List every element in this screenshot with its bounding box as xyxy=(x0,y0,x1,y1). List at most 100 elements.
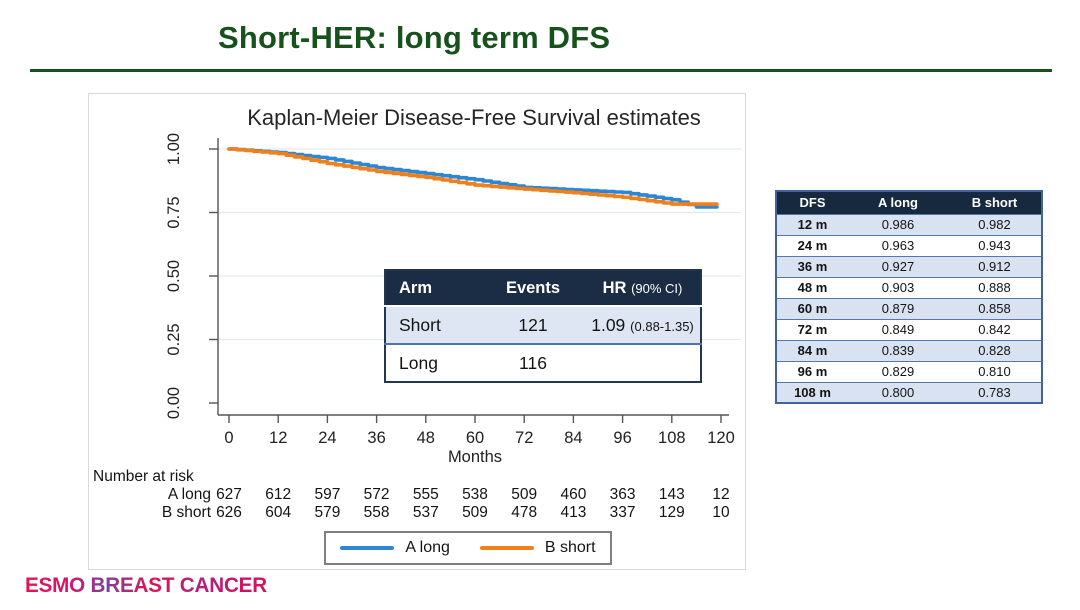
legend-item-a-long: A long xyxy=(340,539,450,557)
dfs-header-a-long: A long xyxy=(848,191,948,214)
risk-value: 626 xyxy=(216,504,242,521)
risk-value: 143 xyxy=(658,486,685,503)
risk-row-label: B short xyxy=(161,504,211,521)
km-figure: 1.00 0.75 0.50 0.25 0.00 0 12 24 36 48 60 72 84 96 108… xyxy=(88,93,746,570)
dfs-table-row: 96 m 0.829 0.810 xyxy=(776,361,1042,382)
dfs-header-dfs: DFS xyxy=(776,191,848,214)
dfs-table-cell: 0.829 xyxy=(881,364,915,379)
risk-value: 558 xyxy=(363,504,390,521)
y-tick-label: 1.00 xyxy=(165,133,183,165)
dfs-table-cell: 0.963 xyxy=(881,238,915,253)
hr-cell-events-short: 121 xyxy=(518,314,548,335)
dfs-table-cell: 72 m xyxy=(797,322,828,337)
x-tick-label: 108 xyxy=(658,429,686,447)
dfs-table-cell: 0.783 xyxy=(978,384,1011,400)
dfs-table-row: 108 m 0.800 0.783 xyxy=(776,382,1042,403)
dfs-table-cell: 36 m xyxy=(797,259,828,274)
x-tick-label: 72 xyxy=(515,429,533,447)
hr-header-ci: (90% CI) xyxy=(631,280,683,296)
dfs-table-cell: 0.858 xyxy=(978,301,1011,316)
x-tick-label: 60 xyxy=(466,429,484,447)
x-tick-label: 96 xyxy=(613,429,631,447)
risk-value: 572 xyxy=(363,486,390,503)
dfs-table-cell: 0.849 xyxy=(881,322,915,337)
legend-line-swatch xyxy=(479,545,534,551)
dfs-table-cell: 0.943 xyxy=(978,238,1011,253)
dfs-table-row: 24 m 0.963 0.943 xyxy=(776,235,1042,256)
dfs-table-cell: 0.839 xyxy=(881,343,915,358)
dfs-table-row: 48 m 0.903 0.888 xyxy=(776,277,1042,298)
risk-value: 478 xyxy=(511,504,538,521)
dfs-table-cell: 0.842 xyxy=(978,322,1011,337)
title-rule xyxy=(30,69,1052,72)
risk-value: 10 xyxy=(712,504,730,521)
risk-value: 129 xyxy=(658,504,685,521)
dfs-table-cell: 108 m xyxy=(794,384,831,400)
dfs-table-cell: 0.888 xyxy=(978,280,1011,295)
dfs-table-row: 84 m 0.839 0.828 xyxy=(776,340,1042,361)
hr-cell-events-long: 116 xyxy=(519,352,547,373)
dfs-table-row: 36 m 0.927 0.912 xyxy=(776,256,1042,277)
km-plot-svg: 1.00 0.75 0.50 0.25 0.00 0 12 24 36 48 60 72 84 96 108… xyxy=(165,133,741,466)
dfs-table-cell: 84 m xyxy=(797,343,828,358)
x-tick-label: 0 xyxy=(224,429,233,447)
curve-a-long xyxy=(227,147,719,209)
legend-item-b-short: B short xyxy=(479,539,596,557)
hr-cell-arm-short: Short xyxy=(399,314,441,335)
y-tick-label: 0.50 xyxy=(165,260,183,292)
x-tick-label: 12 xyxy=(269,429,287,447)
risk-value: 460 xyxy=(560,486,587,503)
risk-value: 627 xyxy=(216,486,242,503)
dfs-table-cell: 12 m xyxy=(797,217,828,232)
dfs-table-cell: 0.927 xyxy=(881,259,915,274)
dfs-table-cell: 96 m xyxy=(797,364,828,379)
dfs-table-cell: 24 m xyxy=(797,238,828,253)
dfs-table-cell: 0.912 xyxy=(978,259,1011,274)
dfs-table-cell: 0.903 xyxy=(881,280,915,295)
hr-table-header-row: Arm Events HR (90% CI) xyxy=(385,270,701,306)
risk-row-label: A long xyxy=(167,486,211,503)
hr-cell-hr-long xyxy=(585,344,701,382)
y-tick-label: 0.00 xyxy=(165,387,183,419)
number-at-risk-title: Number at risk xyxy=(93,468,194,485)
hr-table-row-short: Short 121 1.09 (0.88-1.35) xyxy=(385,306,701,344)
risk-value: 537 xyxy=(412,504,439,521)
dfs-table-cell: 0.986 xyxy=(881,217,915,232)
risk-value: 509 xyxy=(511,486,538,503)
dfs-table-cell: 0.810 xyxy=(978,364,1011,379)
dfs-table-cell: 0.800 xyxy=(881,384,915,400)
hr-inset-table: Arm Events HR (90% CI) Short 121 1.09 (0… xyxy=(384,269,702,383)
x-tick-label: 24 xyxy=(318,429,336,447)
risk-value: 12 xyxy=(712,486,730,503)
legend-label: A long xyxy=(405,539,450,556)
x-axis-label: Months xyxy=(448,448,502,466)
risk-value: 337 xyxy=(609,504,636,521)
x-tick-label: 120 xyxy=(707,429,735,447)
dfs-table-row: 12 m 0.986 0.982 xyxy=(776,214,1042,235)
slide-title: Short-HER: long term DFS xyxy=(218,20,611,55)
esmo-breast-cancer-logo: ESMO BREAST CANCER xyxy=(25,573,267,597)
curve-b-short xyxy=(227,147,719,206)
risk-value: 363 xyxy=(609,486,636,503)
hr-table-row-long: Long 116 xyxy=(385,344,701,382)
legend-label: B short xyxy=(544,539,596,556)
risk-value: 612 xyxy=(265,486,292,503)
y-tick-label: 0.25 xyxy=(165,323,183,355)
dfs-table-row: 60 m 0.879 0.858 xyxy=(776,298,1042,319)
risk-value: 604 xyxy=(265,504,292,521)
x-tick-label: 36 xyxy=(367,429,385,447)
dfs-table-cell: 0.828 xyxy=(978,343,1011,358)
hr-header-arm: Arm xyxy=(385,270,481,306)
dfs-table-cell: 0.879 xyxy=(881,301,915,316)
dfs-table-row: 72 m 0.849 0.842 xyxy=(776,319,1042,340)
hr-header-events: Events xyxy=(481,270,585,306)
dfs-header-b-short: B short xyxy=(948,191,1042,214)
risk-value: 597 xyxy=(314,486,341,503)
hr-cell-arm-long: Long xyxy=(399,352,438,373)
dfs-table-cell: 60 m xyxy=(797,301,828,316)
y-tick-label: 0.75 xyxy=(165,196,183,228)
dfs-table-header-row: DFS A long B short xyxy=(776,191,1042,214)
x-tick-label: 48 xyxy=(417,429,435,447)
dfs-table-cell: 0.982 xyxy=(978,217,1011,232)
risk-value: 538 xyxy=(462,486,488,503)
